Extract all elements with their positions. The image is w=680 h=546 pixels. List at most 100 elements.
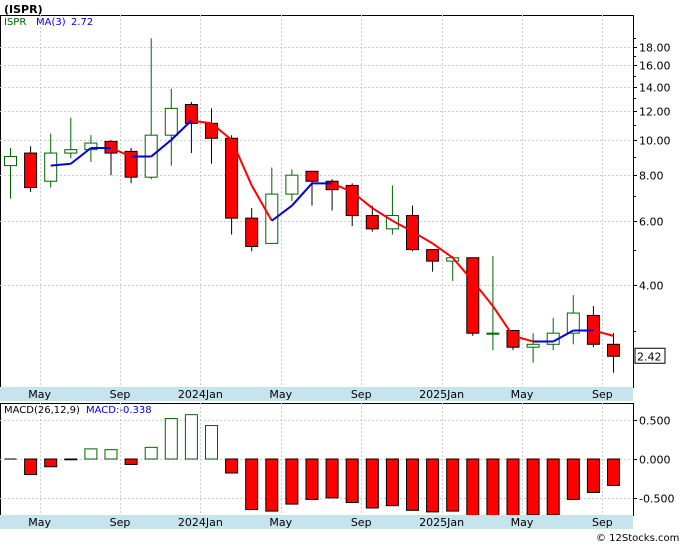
macd-title: MACD(26,12,9) xyxy=(4,405,80,416)
macd-x-tick-label: 2024Jan xyxy=(178,516,223,529)
candle-body xyxy=(526,343,540,348)
price-x-tick-label: 2025Jan xyxy=(419,388,464,401)
price-x-tick-label: Sep xyxy=(351,388,372,401)
candle-body xyxy=(506,330,520,348)
price-tick-label: 14.00 xyxy=(639,82,671,95)
macd-bar xyxy=(446,458,460,512)
last-price-label: 2.42 xyxy=(637,350,662,363)
candle xyxy=(365,205,379,232)
price-x-tick-label: 2024Jan xyxy=(178,388,223,401)
candle-body xyxy=(64,149,78,154)
candle xyxy=(285,169,299,201)
macd-bar xyxy=(406,458,419,511)
macd-bar xyxy=(164,418,178,460)
legend-ma-label: MA(3) xyxy=(36,17,66,28)
candle-body xyxy=(466,257,480,334)
macd-value-label: MACD:-0.338 xyxy=(86,405,152,416)
candle-body xyxy=(4,156,17,167)
ma-line-segment xyxy=(271,204,293,222)
macd-bar xyxy=(365,458,379,509)
candle xyxy=(245,208,259,252)
ma-line-segment xyxy=(451,257,474,282)
candle xyxy=(466,257,480,336)
ma-line-segment xyxy=(70,147,92,165)
candle-body xyxy=(607,343,620,357)
macd-bar xyxy=(24,458,38,476)
ma-line-segment xyxy=(411,230,434,245)
price-tick-label: 8.00 xyxy=(639,170,664,183)
candle-body xyxy=(365,215,379,230)
candle xyxy=(566,295,580,345)
price-x-tick-label: May xyxy=(511,388,534,401)
price-x-tick-label: May xyxy=(269,388,292,401)
candle-body xyxy=(566,312,580,334)
macd-bar xyxy=(345,458,359,504)
candle-body xyxy=(426,249,440,262)
macd-bar xyxy=(245,458,259,511)
candle-body xyxy=(225,137,239,219)
candle-body xyxy=(345,184,359,217)
macd-bar xyxy=(285,458,299,505)
macd-x-tick-label: Sep xyxy=(351,516,372,529)
price-tick-label: 6.00 xyxy=(639,216,664,229)
legend-symbol: ISPR xyxy=(4,17,26,28)
ma-line-segment xyxy=(110,147,132,158)
candle xyxy=(526,333,540,363)
ma-line-segment xyxy=(472,280,494,307)
macd-bar xyxy=(546,458,560,515)
macd-x-tick-label: Sep xyxy=(592,516,613,529)
candle-body xyxy=(24,152,38,189)
macd-bar xyxy=(225,458,239,474)
candle xyxy=(164,88,178,166)
candle xyxy=(124,147,138,184)
macd-tick-label: 0.000 xyxy=(639,454,671,467)
candle xyxy=(345,183,359,227)
macd-bar xyxy=(486,458,500,515)
candle xyxy=(506,330,520,351)
candle-body xyxy=(184,104,198,124)
candle xyxy=(486,256,500,351)
macd-x-tick-label: May xyxy=(511,516,534,529)
ma-line-segment xyxy=(512,334,534,343)
macd-bar xyxy=(205,425,218,460)
candle-body xyxy=(285,174,299,195)
ma-line-segment xyxy=(331,182,353,193)
candle-body xyxy=(305,170,319,182)
macd-tick-label: -0.500 xyxy=(639,493,674,506)
candle xyxy=(426,249,440,272)
candle xyxy=(607,333,620,373)
legend-ma-value: 2.72 xyxy=(71,17,93,28)
candle xyxy=(44,133,58,188)
candle xyxy=(4,147,17,199)
macd-x-tick-label: Sep xyxy=(110,516,131,529)
ma-line-segment xyxy=(170,119,193,141)
macd-bar xyxy=(184,414,198,460)
macd-bar xyxy=(84,448,98,460)
macd-bar xyxy=(586,458,600,493)
macd-x-tick-label: May xyxy=(269,516,292,529)
ma-line-segment xyxy=(371,207,393,222)
price-x-tick-label: May xyxy=(28,388,51,401)
candle xyxy=(225,135,239,235)
macd-bar xyxy=(607,458,620,486)
ma-line-segment xyxy=(593,329,614,337)
ma-line-segment xyxy=(230,139,253,186)
candle xyxy=(184,102,198,154)
price-tick-label: 18.00 xyxy=(639,42,671,55)
macd-bar xyxy=(144,446,158,460)
macd-bar xyxy=(426,458,440,513)
candle-body xyxy=(245,217,259,247)
macd-x-tick-label: May xyxy=(28,516,51,529)
macd-bar xyxy=(526,458,540,515)
ma-line-segment xyxy=(50,162,71,167)
macd-bar xyxy=(305,458,319,500)
macd-bar xyxy=(44,458,58,468)
chart-title: (ISPR) xyxy=(4,3,43,16)
ma-line-segment xyxy=(432,242,454,259)
macd-bar xyxy=(124,458,138,465)
macd-bar xyxy=(466,458,480,515)
ma-line-segment xyxy=(552,329,574,343)
candle xyxy=(24,146,38,192)
